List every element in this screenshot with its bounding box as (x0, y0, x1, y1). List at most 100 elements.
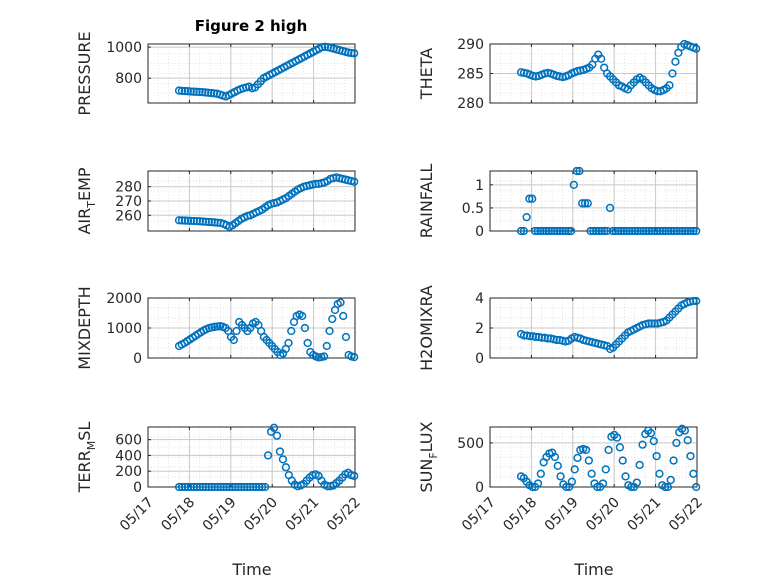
data-point (552, 335, 561, 345)
data-point (692, 482, 701, 492)
data-point (660, 482, 670, 492)
panel-theta: 280 285 290 THETA (417, 37, 701, 112)
data-point (204, 88, 213, 97)
data-point (573, 453, 582, 463)
data-point (209, 89, 219, 98)
y-tick-label: 400 (115, 448, 142, 464)
y-tick-label: 2000 (106, 291, 142, 307)
axes-box (147, 426, 356, 488)
data-point (564, 226, 573, 236)
data-point (597, 226, 606, 236)
data-point (678, 226, 687, 236)
data-point (186, 216, 196, 226)
y-tick-label: 0 (133, 351, 142, 367)
y-axis-label-text: AIR (75, 208, 94, 235)
data-point (201, 88, 210, 97)
data-point (234, 482, 243, 492)
data-point (275, 447, 285, 456)
data-point (661, 226, 670, 236)
data-point (249, 482, 258, 492)
data-point (628, 226, 637, 236)
y-axis-label-text: LUX (417, 421, 436, 452)
data-point (668, 69, 677, 78)
data-point (644, 226, 654, 236)
data-point (616, 226, 626, 236)
data-point (591, 226, 601, 236)
data-point (525, 332, 535, 341)
data-point (593, 482, 602, 492)
data-point (311, 179, 320, 189)
data-point (547, 226, 556, 236)
panel-rainfall: 0 0.5 1 RAINFALL (417, 164, 701, 240)
data-point (612, 433, 622, 442)
data-point (683, 226, 692, 236)
data-point (618, 456, 627, 465)
data-point (555, 226, 565, 236)
data-point (174, 216, 184, 225)
data-point (533, 479, 543, 488)
data-point (553, 461, 562, 470)
data-point (260, 482, 270, 492)
data-point (686, 226, 695, 236)
data-point (639, 226, 648, 236)
data-point (539, 226, 548, 236)
data-point (350, 49, 359, 58)
data-point (619, 226, 629, 236)
data-point (621, 472, 630, 481)
y-axis-label: SUNFLUX (417, 421, 440, 492)
data-point (198, 217, 207, 226)
y-tick-label: 280 (115, 180, 142, 196)
data-point (672, 226, 681, 236)
data-point (572, 166, 581, 176)
data-point (328, 314, 337, 324)
x-axis-label-left: Time (231, 560, 271, 579)
data-point (528, 482, 537, 492)
data-point (556, 472, 565, 481)
data-point (683, 436, 692, 445)
data-point (537, 333, 546, 342)
data-point (177, 86, 187, 96)
y-axis-label-text: MIXDEPTH (75, 286, 94, 369)
data-point (341, 332, 351, 342)
y-tick-label: 280 (457, 96, 484, 112)
data-point (569, 180, 579, 189)
y-tick-label: 600 (115, 433, 142, 449)
data-point (528, 194, 537, 203)
y-tick-label: 800 (115, 71, 142, 87)
data-point (627, 482, 636, 492)
data-point (263, 451, 273, 460)
data-point (303, 338, 312, 348)
data-point (319, 352, 329, 361)
data-point (562, 482, 571, 492)
data-point (213, 482, 222, 492)
data-point (174, 482, 184, 492)
figure-title: Figure 2 high (195, 17, 308, 35)
y-tick-label: 200 (115, 464, 142, 480)
data-point (192, 216, 202, 226)
y-tick-label: 500 (457, 436, 484, 452)
y-tick-label: 0 (133, 480, 142, 496)
data-point (672, 438, 681, 448)
data-point (198, 482, 207, 492)
data-point (252, 482, 261, 492)
data-point (680, 426, 690, 435)
data-point (204, 217, 213, 227)
data-point (663, 482, 673, 492)
data-point (605, 203, 615, 213)
data-point (240, 482, 249, 492)
data-point (550, 452, 560, 462)
y-axis-label-text: TERR (75, 450, 94, 493)
y-tick-label: 0.5 (462, 201, 484, 217)
data-point (669, 226, 679, 236)
data-point (601, 465, 610, 474)
y-axis-label-subscript: F (427, 452, 440, 458)
data-point (561, 226, 570, 236)
data-point (544, 226, 553, 236)
data-point (543, 334, 552, 343)
data-point (320, 42, 330, 51)
y-axis-label-text: SL (75, 422, 94, 441)
data-point (530, 226, 540, 236)
data-point (689, 226, 698, 236)
data-point (258, 482, 267, 492)
